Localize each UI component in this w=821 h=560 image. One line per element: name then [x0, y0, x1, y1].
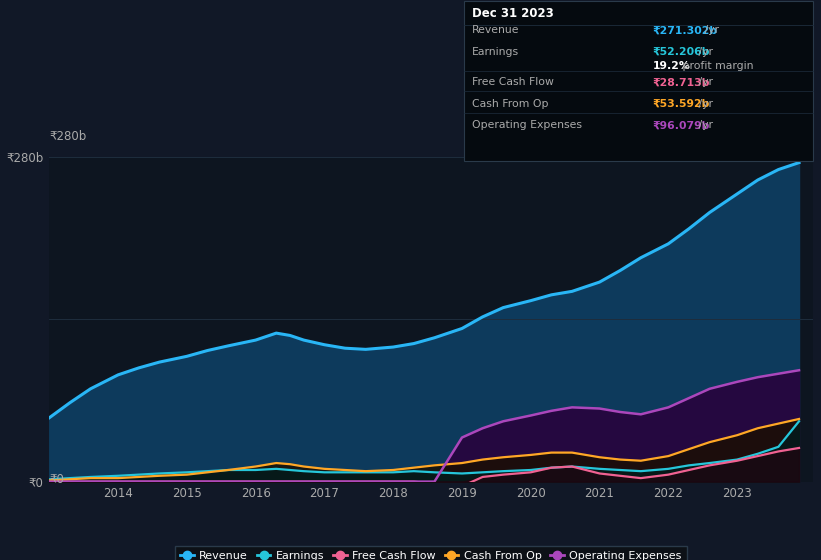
Text: Dec 31 2023: Dec 31 2023 [472, 7, 554, 20]
Text: /yr: /yr [695, 77, 713, 87]
Text: /yr: /yr [701, 25, 718, 35]
Text: Operating Expenses: Operating Expenses [472, 120, 582, 130]
Text: /yr: /yr [695, 120, 713, 130]
Text: ₹280b: ₹280b [49, 130, 86, 143]
Text: /yr: /yr [695, 46, 713, 57]
Text: Revenue: Revenue [472, 25, 520, 35]
Text: Cash From Op: Cash From Op [472, 99, 548, 109]
Text: ₹271.302b: ₹271.302b [653, 25, 718, 35]
Text: 19.2%: 19.2% [653, 60, 690, 71]
Text: Free Cash Flow: Free Cash Flow [472, 77, 554, 87]
Legend: Revenue, Earnings, Free Cash Flow, Cash From Op, Operating Expenses: Revenue, Earnings, Free Cash Flow, Cash … [175, 545, 687, 560]
Text: profit margin: profit margin [680, 60, 754, 71]
Text: /yr: /yr [695, 99, 713, 109]
Text: ₹96.079b: ₹96.079b [653, 120, 710, 130]
Text: ₹28.713b: ₹28.713b [653, 77, 710, 87]
Text: ₹53.592b: ₹53.592b [653, 99, 710, 109]
Text: Earnings: Earnings [472, 46, 519, 57]
Text: ₹52.206b: ₹52.206b [653, 46, 710, 57]
Text: ₹0: ₹0 [49, 473, 64, 486]
